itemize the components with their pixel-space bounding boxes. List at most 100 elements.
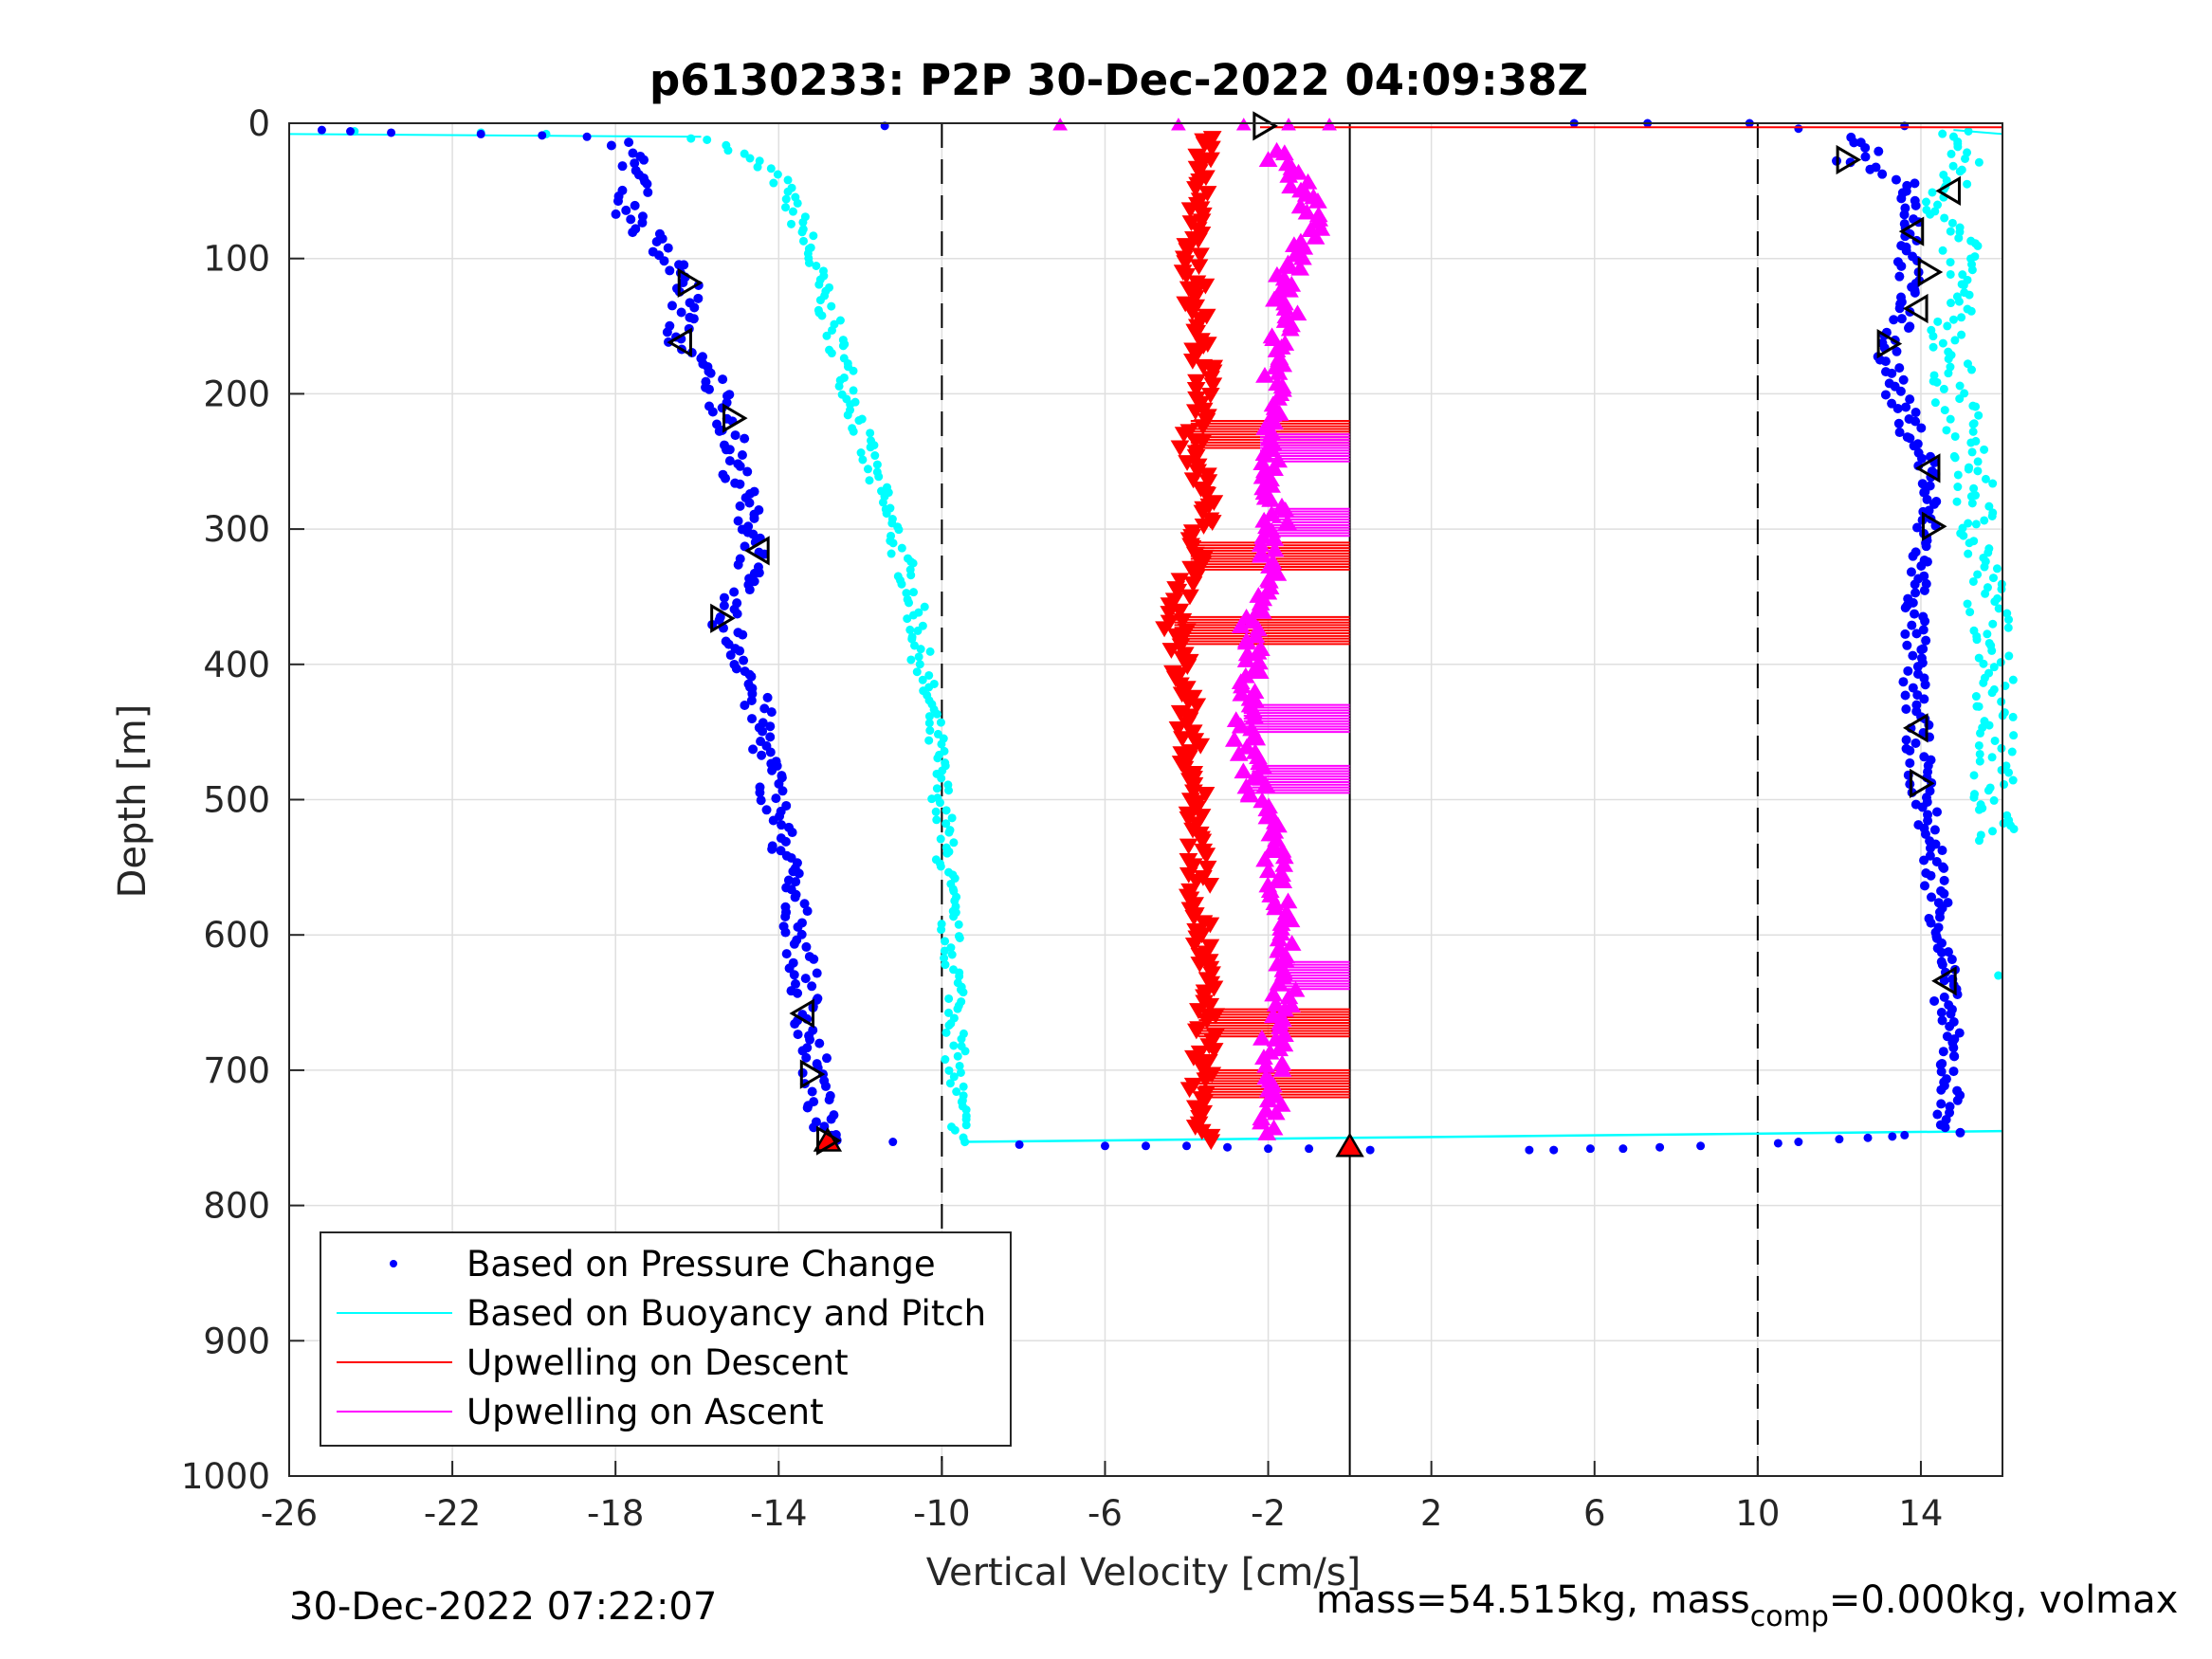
buoyancy-ascent-point <box>1987 646 1997 655</box>
buoyancy-descent-point <box>783 175 793 185</box>
buoyancy-descent-point <box>814 280 824 289</box>
buoyancy-descent-point <box>858 455 868 465</box>
buoyancy-descent-point <box>812 261 821 270</box>
upwelling-descent-point <box>1186 381 1206 398</box>
pressure-descent-point <box>757 750 767 760</box>
buoyancy-ascent-point <box>1950 431 1960 441</box>
upwelling-descent-point <box>1170 440 1190 457</box>
upwelling-ascent-point <box>1264 330 1284 347</box>
pressure-ascent-point <box>1910 416 1921 427</box>
buoyancy-descent-point <box>941 960 950 970</box>
buoyancy-descent-point <box>949 1072 959 1082</box>
pressure-ascent-point <box>1894 303 1905 314</box>
buoyancy-ascent-point <box>1994 604 2003 613</box>
buoyancy-ascent-point <box>1980 445 1989 454</box>
buoyancy-descent-point <box>817 311 827 320</box>
x-tick-label: -10 <box>913 1493 970 1534</box>
upwelling-descent-point <box>1186 1023 1206 1040</box>
upwelling-ascent-point <box>1288 304 1307 321</box>
buoyancy-ascent-point <box>1974 702 1983 711</box>
hollow-triangle-marker <box>1898 216 1925 246</box>
pressure-ascent-point <box>1916 453 1927 464</box>
buoyancy-descent-point <box>925 726 935 736</box>
buoyancy-descent-point <box>788 207 797 216</box>
pressure-ascent-point <box>1874 146 1884 156</box>
pressure-ascent-point <box>1910 609 1920 619</box>
buoyancy-descent-point <box>950 1125 960 1135</box>
pressure-ascent-point <box>1908 683 1918 693</box>
x-tick-label: -26 <box>261 1493 318 1534</box>
buoyancy-ascent-point <box>1947 149 1956 158</box>
upwelling-descent-point <box>1200 388 1220 404</box>
pressure-descent-point <box>651 236 662 246</box>
buoyancy-ascent-point <box>1974 653 1983 663</box>
upwelling-descent-point <box>1204 1043 1224 1059</box>
upwelling-descent-point <box>1173 731 1192 748</box>
buoyancy-ascent-point <box>1966 365 1976 374</box>
buoyancy-descent-point <box>894 525 904 535</box>
buoyancy-descent-point <box>753 162 762 172</box>
buoyancy-ascent-point <box>1981 589 1990 598</box>
pressure-ascent-point <box>1910 408 1921 418</box>
pressure-ascent-point <box>1937 846 1947 856</box>
buoyancy-ascent-point <box>1955 394 1965 404</box>
buoyancy-ascent-point <box>2008 712 2018 721</box>
buoyancy-descent-point <box>936 834 945 844</box>
buoyancy-ascent-point <box>1944 355 1953 364</box>
pressure-ascent-point <box>1849 137 1859 148</box>
buoyancy-ascent-point <box>1988 619 1998 629</box>
buoyancy-descent-point <box>955 1061 964 1070</box>
buoyancy-ascent-point <box>1942 426 1951 435</box>
hollow-triangle-marker <box>677 267 704 299</box>
buoyancy-descent-point <box>723 146 733 155</box>
buoyancy-descent-point <box>959 1082 968 1091</box>
buoyancy-ascent-point <box>1979 659 1988 668</box>
pressure-ascent-point <box>1880 390 1891 400</box>
pressure-ascent-point <box>1938 1047 1948 1057</box>
pressure-ascent-point <box>1952 1095 1963 1105</box>
upwelling-ascent-point <box>1231 617 1251 633</box>
buoyancy-ascent-point <box>2004 615 2014 625</box>
pressure-bottom-point <box>888 1138 898 1147</box>
upwelling-ascent-point <box>1246 627 1266 644</box>
hollow-triangle-marker <box>744 536 770 566</box>
buoyancy-ascent-point <box>1974 836 1983 846</box>
buoyancy-ascent-point <box>1943 321 1952 331</box>
pressure-bottom-point <box>1696 1141 1706 1151</box>
pressure-ascent-point <box>1948 1043 1959 1053</box>
pressure-descent-point <box>665 265 675 276</box>
pressure-ascent-point <box>1910 178 1920 189</box>
pressure-descent-point <box>809 1122 819 1133</box>
buoyancy-ascent-point <box>1938 338 1947 348</box>
buoyancy-descent-point <box>827 301 836 311</box>
buoyancy-descent-point <box>914 652 923 662</box>
legend-label-upwelling-ascent: Upwelling on Ascent <box>466 1392 824 1432</box>
upwelling-descent-point <box>1189 259 1209 276</box>
upwelling-ascent-point <box>1265 540 1285 557</box>
upwelling-descent-point <box>1200 877 1220 894</box>
upwelling-ascent-point <box>1278 892 1298 909</box>
pressure-ascent-point <box>1919 855 1929 866</box>
pressure-descent-point <box>637 217 648 228</box>
buoyancy-ascent-point <box>1965 608 1975 617</box>
pressure-descent-point <box>789 970 799 980</box>
buoyancy-descent-point <box>941 819 951 829</box>
y-tick-label: 300 <box>203 509 270 550</box>
upwelling-descent-point <box>1197 1012 1216 1030</box>
buoyancy-bottom-line <box>961 1129 2003 1143</box>
filled-triangle-marker <box>1335 1132 1364 1158</box>
buoyancy-descent-point <box>835 316 845 325</box>
hollow-triangle-marker <box>816 1125 842 1156</box>
upwelling-ascent-point <box>1229 744 1249 761</box>
y-tick-label: 700 <box>203 1050 270 1091</box>
buoyancy-ascent-point <box>1990 736 2000 745</box>
legend-label-buoyancy: Based on Buoyancy and Pitch <box>466 1293 986 1334</box>
buoyancy-ascent-point <box>2004 768 2014 777</box>
pressure-descent-point <box>729 587 740 597</box>
buoyancy-ascent-point <box>1974 805 1983 814</box>
pressure-descent-point <box>789 939 799 949</box>
buoyancy-ascent-point <box>1965 538 1974 548</box>
buoyancy-extra-point <box>1994 971 2003 980</box>
upwelling-ascent-point <box>1306 228 1325 245</box>
